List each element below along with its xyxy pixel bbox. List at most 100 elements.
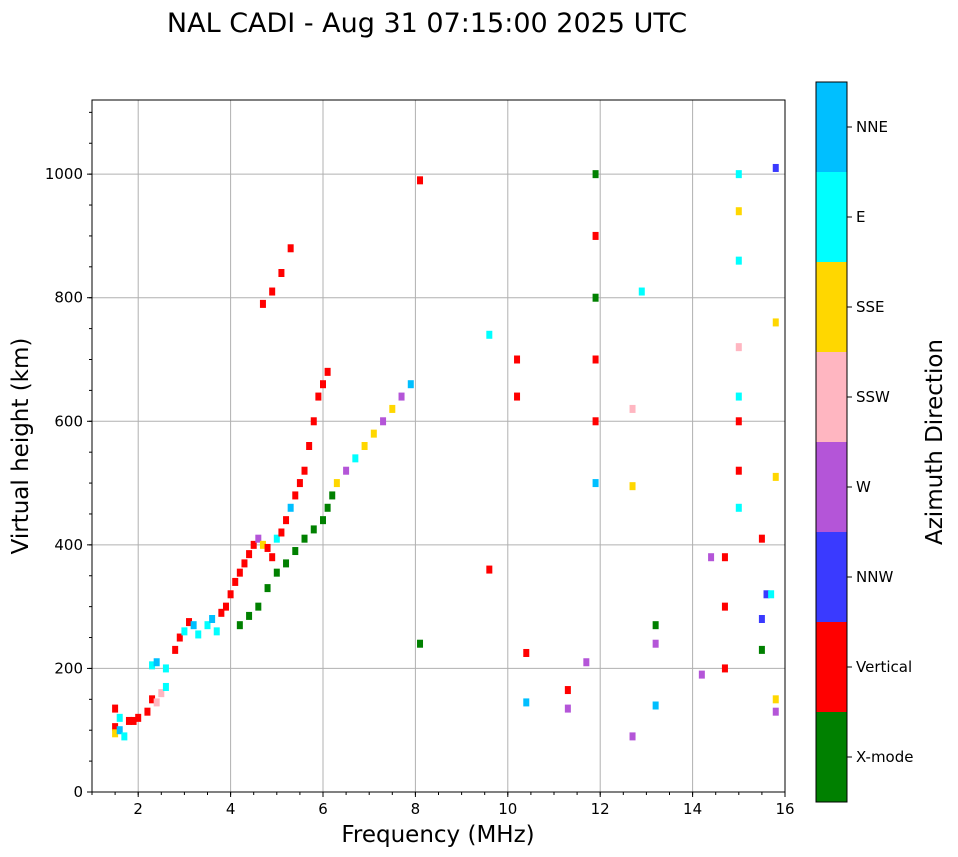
- data-point: [592, 479, 599, 488]
- colorbar-tick-label: SSE: [856, 298, 885, 316]
- data-point: [116, 713, 123, 722]
- data-point: [772, 695, 779, 704]
- data-point: [735, 503, 742, 512]
- data-point: [514, 355, 521, 364]
- data-point: [153, 698, 160, 707]
- data-point: [301, 466, 308, 475]
- data-point: [259, 299, 266, 308]
- data-point: [417, 176, 424, 185]
- colorbar-tick-label: E: [856, 208, 865, 226]
- data-point: [523, 648, 530, 657]
- x-tick-label: 12: [591, 800, 610, 818]
- data-point: [190, 621, 197, 630]
- colorbar-label: Azimuth Direction: [922, 339, 948, 545]
- data-point: [758, 645, 765, 654]
- data-point: [721, 553, 728, 562]
- data-point: [592, 355, 599, 364]
- data-point: [292, 491, 299, 500]
- colorbar-tick-label: W: [856, 478, 871, 496]
- x-tick-label: 2: [133, 800, 143, 818]
- data-point: [758, 534, 765, 543]
- data-point: [162, 664, 169, 673]
- data-point: [523, 698, 530, 707]
- data-point: [112, 729, 119, 738]
- data-point: [278, 528, 285, 537]
- data-point: [176, 633, 183, 642]
- colorbar-segment: [816, 172, 847, 262]
- data-point: [592, 293, 599, 302]
- data-point: [125, 716, 132, 725]
- data-point: [269, 553, 276, 562]
- data-point: [181, 627, 188, 636]
- y-axis-label: Virtual height (km): [8, 338, 34, 555]
- data-point: [758, 615, 765, 623]
- data-point: [652, 621, 659, 630]
- data-point: [195, 630, 202, 639]
- data-point: [343, 466, 350, 475]
- data-point: [380, 417, 387, 426]
- y-tick-label: 800: [54, 289, 83, 307]
- data-point: [250, 540, 257, 549]
- x-tick-label: 14: [683, 800, 702, 818]
- data-point: [310, 417, 317, 426]
- data-point: [112, 723, 119, 732]
- colorbar-segment: [816, 82, 847, 172]
- data-point: [153, 658, 160, 667]
- data-point: [564, 686, 571, 695]
- data-point: [735, 207, 742, 216]
- data-point: [112, 704, 119, 713]
- colorbar-tick-label: X-mode: [856, 748, 913, 766]
- data-point: [768, 590, 775, 599]
- y-tick-label: 1000: [45, 165, 83, 183]
- colorbar-segment: [816, 712, 847, 802]
- data-point: [144, 707, 151, 716]
- data-point: [209, 615, 216, 623]
- data-point: [652, 639, 659, 648]
- data-point: [629, 404, 636, 413]
- data-point: [652, 701, 659, 710]
- data-point: [121, 732, 128, 741]
- data-point: [246, 611, 253, 620]
- data-point: [227, 590, 234, 599]
- x-axis-ticks: 2 4 6 8 10 12 14 16: [91, 792, 795, 818]
- data-point: [417, 639, 424, 648]
- data-point: [259, 540, 266, 549]
- y-tick-label: 200: [54, 659, 83, 677]
- data-point: [172, 645, 179, 654]
- data-point: [320, 516, 326, 525]
- data-point: [246, 550, 253, 559]
- data-point: [232, 577, 239, 586]
- data-point: [218, 608, 225, 617]
- data-point: [292, 547, 299, 556]
- data-point: [158, 689, 165, 698]
- data-point: [273, 568, 280, 577]
- data-point: [592, 170, 599, 179]
- data-point: [772, 707, 779, 716]
- data-point: [592, 231, 599, 240]
- data-point: [592, 417, 599, 426]
- data-point: [236, 568, 243, 577]
- data-point: [735, 417, 742, 426]
- data-point: [130, 716, 137, 725]
- data-point: [486, 565, 493, 574]
- colorbar-tick-label: Vertical: [856, 658, 912, 676]
- x-tick-label: 16: [775, 800, 794, 818]
- data-point: [772, 163, 779, 172]
- data-point: [278, 269, 285, 277]
- data-point: [149, 661, 156, 670]
- colorbar-frame: [815, 81, 848, 803]
- colorbar: X-mode Vertical NNW W SSW SSE E NNE: [815, 81, 913, 803]
- x-tick-label: 10: [498, 800, 517, 818]
- data-point: [162, 682, 169, 691]
- data-point: [333, 479, 340, 488]
- data-point: [149, 695, 156, 704]
- data-point: [283, 559, 290, 568]
- data-point: [721, 664, 728, 673]
- data-point: [186, 618, 193, 627]
- data-point: [763, 590, 770, 599]
- x-axis-label: Frequency (MHz): [341, 822, 534, 848]
- data-point: [398, 392, 405, 401]
- data-point: [735, 392, 742, 401]
- data-point: [638, 287, 645, 296]
